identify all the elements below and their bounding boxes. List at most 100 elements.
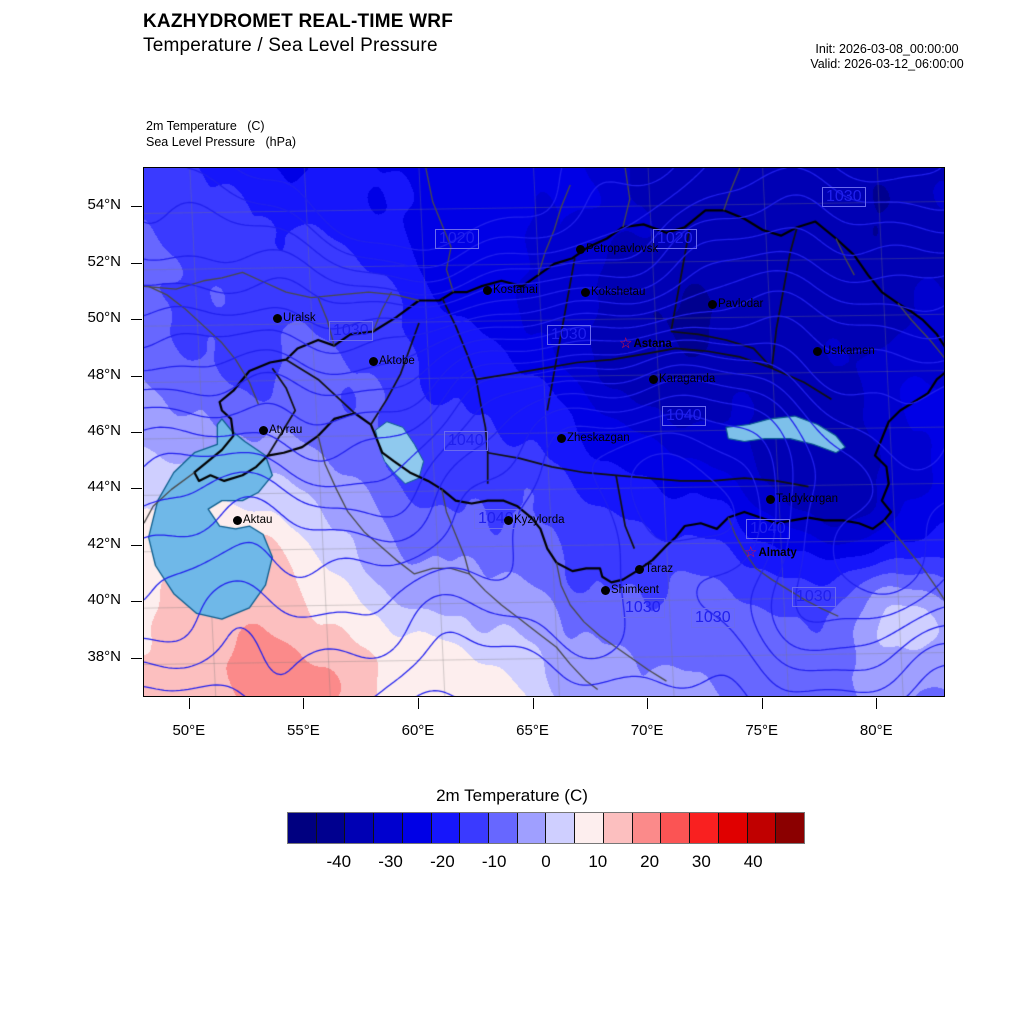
weather-map[interactable]: 1030 1020 1020 1030 1030 1040 1040 1040 1040 1030…	[143, 167, 945, 697]
city-dot-icon	[504, 515, 513, 525]
city-marker-taldykorgan[interactable]: Taldykorgan	[766, 493, 838, 505]
x-axis-tick-label: 75°E	[745, 722, 779, 739]
y-tick-mark	[131, 375, 142, 377]
capital-label: Astana	[633, 338, 672, 350]
contour-label-1030-10: 1030	[621, 598, 665, 618]
colorbar-segment-12	[632, 813, 662, 843]
field-legend: 2m Temperature (C) Sea Level Pressure (h…	[146, 118, 296, 150]
y-axis-tick-label: 54°N	[87, 196, 121, 214]
city-dot-icon	[649, 374, 658, 384]
x-tick-mark	[876, 698, 878, 709]
city-dot-icon	[813, 346, 822, 356]
city-dot-icon	[557, 433, 566, 443]
city-label: Zheskazgan	[567, 432, 630, 444]
x-tick-mark	[303, 698, 305, 709]
y-tick-mark	[131, 601, 142, 603]
field-temperature-name: 2m Temperature	[146, 119, 237, 133]
city-marker-atyrau[interactable]: Atyrau	[259, 424, 302, 436]
colorbar[interactable]	[287, 812, 805, 844]
city-marker-aktau[interactable]: Aktau	[233, 514, 272, 526]
city-marker-shimkent[interactable]: Shimkent	[601, 584, 659, 596]
city-marker-kokshetau[interactable]: Kokshetau	[581, 286, 645, 298]
y-axis-tick-label: 44°N	[87, 478, 121, 496]
city-dot-icon	[576, 244, 585, 254]
city-marker-taraz[interactable]: Taraz	[635, 563, 673, 575]
colorbar-tick: 40	[743, 852, 763, 871]
x-tick-mark	[532, 698, 534, 709]
colorbar-tick: -20	[430, 852, 455, 871]
contour-label-1020-1: 1020	[435, 229, 479, 249]
colorbar-tick: 10	[588, 852, 608, 871]
city-label: Taldykorgan	[776, 493, 839, 505]
x-tick-mark	[761, 698, 763, 709]
city-marker-karaganda[interactable]: Karaganda	[649, 373, 715, 385]
colorbar-segment-5	[431, 813, 461, 843]
page-subtitle: Temperature / Sea Level Pressure	[143, 35, 438, 56]
city-label: Uralsk	[283, 312, 316, 324]
contour-label-1040-8: 1040	[746, 519, 790, 539]
colorbar-segment-15	[718, 813, 748, 843]
city-label: Kyzylorda	[514, 514, 565, 526]
colorbar-segment-17	[776, 813, 804, 843]
city-dot-icon	[233, 515, 242, 525]
city-label: Aktau	[243, 514, 273, 526]
y-axis-tick-label: 52°N	[87, 252, 121, 270]
city-label: Aktobe	[379, 355, 415, 367]
colorbar-tick: 0	[541, 852, 551, 871]
city-dot-icon	[601, 585, 610, 595]
colorbar-tick: -10	[481, 852, 507, 871]
page-title: KAZHYDROMET REAL-TIME WRF	[143, 11, 454, 32]
city-marker-pavlodar[interactable]: Pavlodar	[708, 298, 763, 310]
colorbar-segment-2	[345, 813, 375, 843]
contour-label-1030-9: 1030	[792, 587, 836, 607]
field-temperature-unit: (C)	[247, 119, 265, 133]
city-label: Taraz	[645, 563, 674, 575]
city-dot-icon	[273, 313, 282, 323]
city-dot-icon	[259, 425, 268, 435]
x-axis-tick-label: 70°E	[630, 722, 664, 739]
y-tick-mark	[131, 319, 142, 321]
city-marker-kyzylorda[interactable]: Kyzylorda	[504, 514, 565, 526]
colorbar-tick: -40	[326, 852, 352, 871]
capital-marker-astana[interactable]: ☆ Astana	[619, 336, 672, 351]
x-tick-mark	[417, 698, 419, 709]
y-tick-mark	[131, 488, 142, 490]
title-block: KAZHYDROMET REAL-TIME WRF Temperature / …	[143, 10, 743, 58]
city-marker-ustkamen[interactable]: Ustkamen	[813, 345, 875, 357]
city-label: Atyrau	[269, 424, 303, 436]
city-dot-icon	[369, 356, 378, 366]
colorbar-segment-13	[661, 813, 691, 843]
y-tick-mark	[131, 657, 142, 659]
field-pressure-unit: (hPa)	[265, 135, 297, 149]
city-marker-zheskazgan[interactable]: Zheskazgan	[557, 432, 630, 444]
y-axis-tick-label: 40°N	[87, 591, 121, 609]
colorbar-segment-14	[690, 813, 719, 843]
contour-label-1030-3: 1030	[329, 321, 373, 341]
capital-marker-almaty[interactable]: ☆ Almaty	[744, 545, 797, 560]
city-dot-icon	[581, 287, 590, 297]
contour-label-1040-5: 1040	[662, 406, 706, 426]
city-marker-petropavlovsk[interactable]: Petropavlovsk	[576, 243, 658, 255]
colorbar-segment-9	[546, 813, 576, 843]
colorbar-tick-labels: -40 -30 -20 -10 0 10 20 30 40	[287, 852, 805, 882]
y-axis-tick-label: 50°N	[87, 309, 121, 327]
capital-label: Almaty	[758, 547, 797, 559]
y-axis-tick-label: 38°N	[87, 647, 121, 665]
colorbar-title: 2m Temperature (C)	[436, 786, 588, 805]
contour-label-1040-6: 1040	[444, 431, 488, 451]
city-label: Shimkent	[611, 584, 659, 596]
contour-label-1030-0: 1030	[822, 187, 866, 207]
city-marker-kostanai[interactable]: Kostanai	[483, 284, 538, 296]
colorbar-segment-11	[603, 813, 633, 843]
y-tick-mark	[131, 544, 142, 546]
city-label: Petropavlovsk	[586, 243, 659, 255]
city-marker-uralsk[interactable]: Uralsk	[273, 312, 316, 324]
city-marker-aktobe[interactable]: Aktobe	[369, 355, 415, 367]
x-axis-tick-label: 60°E	[401, 722, 435, 739]
city-label: Pavlodar	[718, 298, 764, 310]
colorbar-tick: 30	[691, 852, 711, 871]
city-label: Kostanai	[493, 284, 538, 296]
city-label: Kokshetau	[591, 286, 646, 298]
x-axis-tick-label: 50°E	[172, 722, 206, 739]
colorbar-tick: -30	[378, 852, 403, 871]
